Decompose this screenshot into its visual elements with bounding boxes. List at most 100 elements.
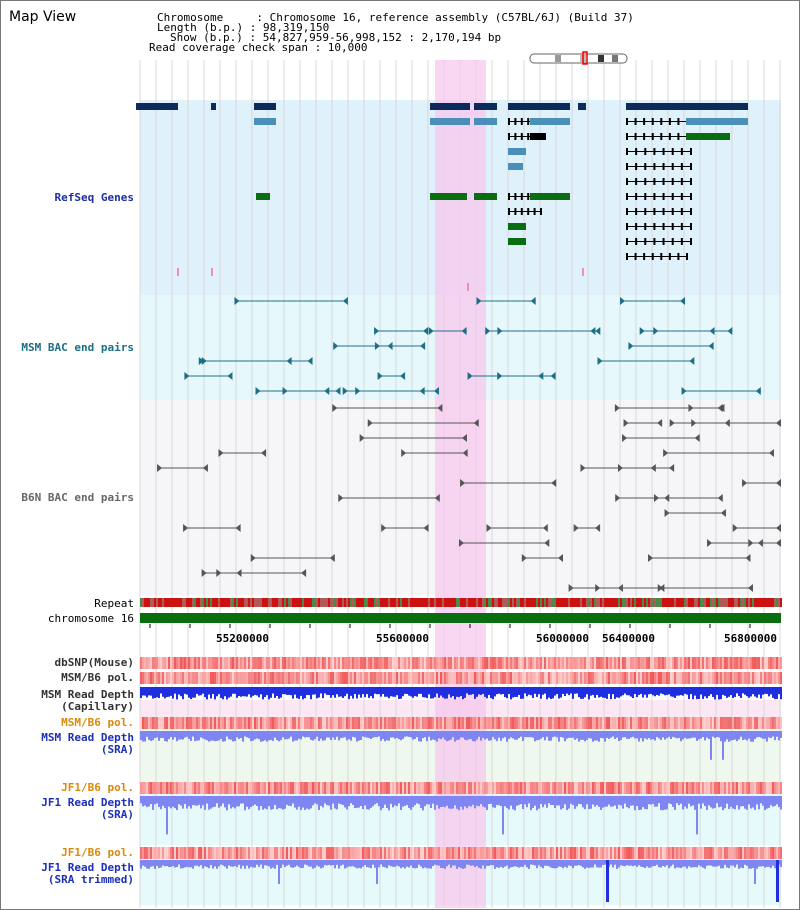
- jf1-pol2-cell: [424, 847, 426, 859]
- msm-pol2-cell: [776, 717, 778, 729]
- jf1-sra-depth: [230, 796, 232, 809]
- jf1-pol2-cell: [168, 847, 170, 859]
- jf1-pol-cell: [690, 782, 692, 794]
- msm-sra-depth: [242, 731, 244, 742]
- msm-pol-cell: [408, 672, 410, 684]
- repeat-bar: [302, 598, 304, 607]
- msm-sra-depth: [734, 731, 736, 740]
- repeat-bar: [276, 598, 278, 607]
- jf1-trim-depth: [452, 860, 454, 866]
- dbsnp-cell: [308, 657, 310, 669]
- msm-pol-cell: [726, 672, 728, 684]
- jf1-trim-depth: [518, 860, 520, 868]
- msm-pol2-cell: [716, 717, 718, 729]
- jf1-pol2-cell: [552, 847, 554, 859]
- jf1-trim-depth: [322, 860, 324, 868]
- msm-sra-depth: [520, 731, 522, 737]
- jf1-pol2-cell: [206, 847, 208, 859]
- jf1-sra-depth: [592, 796, 594, 805]
- jf1-trim-depth: [298, 860, 300, 867]
- jf1-trim-depth: [550, 860, 552, 868]
- msm-sra-depth: [778, 731, 780, 741]
- jf1-sra-depth: [570, 796, 572, 804]
- msm-sra-depth: [560, 731, 562, 737]
- msm-pol2-cell: [584, 717, 586, 729]
- msm-cap-depth: [548, 687, 550, 698]
- jf1-pol-cell: [312, 782, 314, 794]
- msm-pol-cell: [692, 672, 694, 684]
- msm-pol-cell: [384, 672, 386, 684]
- dbsnp-cell: [558, 657, 560, 669]
- repeat-bar: [284, 598, 286, 607]
- msm-sra-depth: [318, 731, 320, 742]
- msm-cap-depth: [496, 687, 498, 695]
- jf1-sra-depth: [480, 796, 482, 805]
- msm-pol-cell: [202, 672, 204, 684]
- jf1-pol2-cell: [676, 847, 678, 859]
- jf1-sra-depth: [206, 796, 208, 804]
- msm-pol-cell: [502, 672, 504, 684]
- msm-pol2-cell: [780, 717, 782, 729]
- dbsnp-cell: [348, 657, 350, 669]
- jf1-trim-depth: [390, 860, 392, 867]
- msm-cap-depth: [280, 687, 282, 698]
- jf1-pol-cell: [150, 782, 152, 794]
- msm-cap-depth: [206, 687, 208, 700]
- jf1-trim-depth: [358, 860, 360, 868]
- msm-sra-depth: [590, 731, 592, 739]
- msm-pol2-cell: [150, 717, 152, 729]
- jf1-pol-cell: [358, 782, 360, 794]
- msm-bac-label: MSM BAC end pairs: [21, 341, 134, 354]
- jf1-trim-depth: [754, 860, 756, 884]
- jf1-pol2-cell: [292, 847, 294, 859]
- msm-cap-depth: [318, 687, 320, 698]
- msm-sra-depth: [538, 731, 540, 740]
- jf1-trim-depth: [274, 860, 276, 869]
- jf1-pol2-cell: [696, 847, 698, 859]
- msm-cap-depth: [550, 687, 552, 699]
- msm-cap-depth: [510, 687, 512, 700]
- msm-cap-depth: [558, 687, 560, 699]
- b6n-bac-end: [776, 479, 781, 487]
- jf1-sra-depth: [692, 796, 694, 806]
- msm-sra-depth: [774, 731, 776, 741]
- jf1-pol2-cell: [302, 847, 304, 859]
- msm-cap-depth: [412, 687, 414, 698]
- msm-cap-depth: [482, 687, 484, 694]
- jf1-pol-cell: [426, 782, 428, 794]
- msm-pol-cell: [504, 672, 506, 684]
- jf1-sra-depth: [600, 796, 602, 810]
- jf1-trim-depth: [632, 860, 634, 867]
- msm-pol2-cell: [760, 717, 762, 729]
- b6n-bac-end: [747, 584, 753, 592]
- msm-pol-cell: [334, 672, 336, 684]
- jf1-sra-depth: [250, 796, 252, 807]
- dbsnp-cell: [640, 657, 642, 669]
- b6n-bac-end: [657, 584, 663, 592]
- repeat-bar: [726, 598, 728, 607]
- dbsnp-cell: [420, 657, 422, 669]
- jf1-sra-depth: [426, 796, 428, 805]
- jf1-pol2-cell: [596, 847, 598, 859]
- jf1-pol-cell: [766, 782, 768, 794]
- msm-pol2-cell: [470, 717, 472, 729]
- repeat-bar: [398, 598, 400, 607]
- msm-cap-depth: [688, 687, 690, 699]
- msm-sra-depth: [196, 731, 198, 741]
- jf1-pol-cell: [398, 782, 400, 794]
- msm-sra-depth: [160, 731, 162, 739]
- jf1-sra-depth: [394, 796, 396, 806]
- jf1-sra-depth: [780, 796, 782, 810]
- jf1-pol2-cell: [492, 847, 494, 859]
- jf1-trim-depth: [474, 860, 476, 868]
- msm-pol2-cell: [268, 717, 270, 729]
- msm-pol2-cell: [466, 717, 468, 729]
- repeat-bar: [140, 598, 142, 607]
- repeat-bar: [364, 598, 366, 607]
- repeat-bar: [172, 598, 174, 607]
- dbsnp-cell: [400, 657, 402, 669]
- msm-pol-cell: [564, 672, 566, 684]
- msm-pol2-cell: [638, 717, 640, 729]
- msm-sra-depth: [224, 731, 226, 742]
